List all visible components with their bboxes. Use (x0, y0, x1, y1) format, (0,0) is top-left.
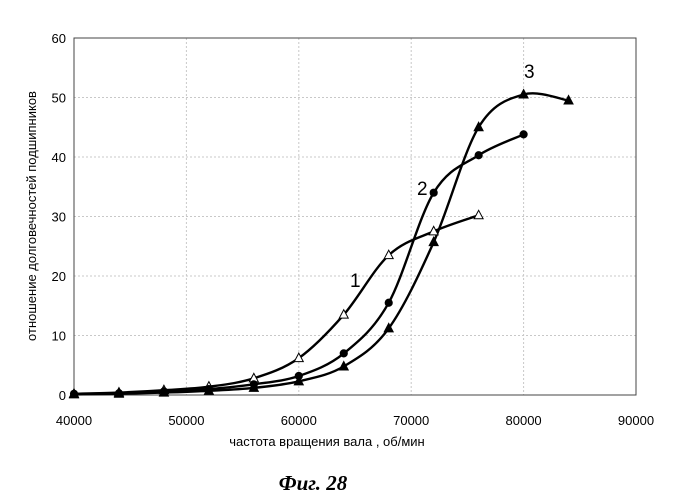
x-tick-label: 40000 (56, 413, 92, 428)
series-3-line (74, 93, 569, 394)
y-tick-label: 20 (52, 269, 66, 284)
series-2-point (520, 131, 527, 138)
series-1-point (474, 210, 483, 219)
x-tick-label: 90000 (618, 413, 654, 428)
y-tick-labels: 0 10 20 30 40 50 60 (52, 31, 66, 403)
series-2-point (430, 189, 437, 196)
x-axis-title: частота вращения вала , об/мин (229, 434, 424, 449)
x-tick-label: 60000 (281, 413, 317, 428)
series-1-line (74, 215, 479, 393)
series-2-point (385, 299, 392, 306)
figure-caption: Фиг. 28 (279, 471, 348, 495)
gridlines (74, 38, 636, 395)
y-tick-label: 30 (52, 210, 66, 225)
series-label-3: 3 (524, 62, 535, 83)
series-3-point (429, 237, 438, 246)
y-tick-label: 0 (59, 388, 66, 403)
y-tick-label: 10 (52, 329, 66, 344)
y-axis-title: отношение долговечностей подшипников (24, 91, 39, 341)
y-tick-label: 50 (52, 91, 66, 106)
y-tick-label: 40 (52, 150, 66, 165)
series-2-point (340, 350, 347, 357)
x-tick-label: 50000 (168, 413, 204, 428)
series-label-2: 2 (417, 179, 428, 200)
x-tick-label: 70000 (393, 413, 429, 428)
y-tick-label: 60 (52, 31, 66, 46)
series-curves (74, 93, 569, 394)
chart: 0 10 20 30 40 50 60 40000 50000 60000 70000 80000 9… (0, 0, 683, 500)
series-markers (70, 90, 574, 398)
x-tick-labels: 40000 50000 60000 70000 80000 90000 (56, 413, 654, 428)
x-tick-label: 80000 (506, 413, 542, 428)
series-2-point (475, 152, 482, 159)
series-label-1: 1 (350, 271, 361, 292)
